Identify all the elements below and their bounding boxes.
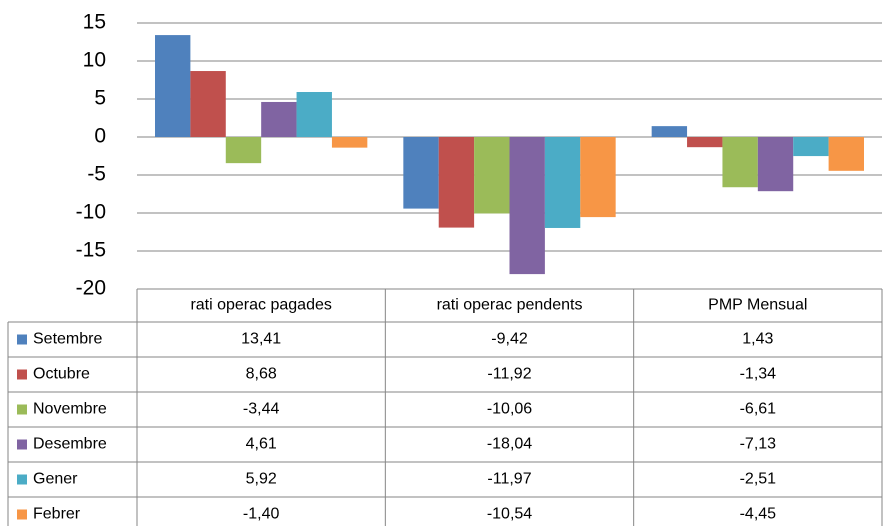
table-value: -18,04 [487, 436, 532, 453]
legend-swatch [17, 404, 27, 415]
table-value: -2,51 [740, 471, 777, 488]
table-value: 5,92 [246, 471, 277, 488]
bar [331, 137, 368, 148]
bar [403, 137, 439, 209]
y-tick-label: -5 [87, 163, 106, 186]
x-tick-label: rati operac pendents [437, 297, 583, 314]
y-tick-label: 10 [83, 49, 106, 72]
bar [474, 137, 510, 214]
bar [509, 137, 545, 275]
x-tick-label: rati operac pagades [190, 297, 331, 314]
bar [687, 137, 723, 148]
legend-swatch [17, 439, 27, 450]
table-value: 4,61 [246, 436, 277, 453]
y-tick-label: -15 [76, 239, 106, 262]
x-tick-label: PMP Mensual [708, 297, 807, 314]
bar [722, 137, 758, 188]
y-tick-label: 5 [94, 87, 106, 110]
table-value: 8,68 [246, 366, 277, 383]
bar [757, 137, 794, 192]
table-value: -10,06 [487, 401, 532, 418]
table-value: -11,92 [487, 366, 531, 383]
y-tick-label: -20 [76, 277, 106, 300]
bar [155, 35, 191, 137]
y-tick-label: 0 [94, 125, 106, 148]
y-tick-label: 15 [83, 11, 106, 34]
bar [793, 137, 829, 157]
table-value: -10,54 [487, 506, 532, 523]
legend-swatch [17, 474, 27, 485]
table-value: -4,45 [740, 506, 777, 523]
bar [261, 101, 297, 137]
legend-label: Octubre [33, 366, 90, 383]
table-value: -11,97 [487, 471, 531, 488]
table-value: -7,13 [740, 436, 777, 453]
y-tick-label: -10 [76, 201, 106, 224]
bar [190, 71, 226, 137]
table-value: 13,41 [241, 331, 281, 348]
bar [651, 126, 688, 137]
legend-swatch [17, 334, 27, 345]
table-value: 1,43 [742, 331, 773, 348]
legend-label: Desembre [33, 436, 107, 453]
legend-label: Setembre [33, 331, 102, 348]
table-value: -3,44 [243, 401, 280, 418]
table-value: -1,34 [740, 366, 777, 383]
legend-label: Novembre [33, 401, 107, 418]
table-value: -9,42 [491, 331, 528, 348]
legend-label: Febrer [33, 506, 81, 523]
bar [296, 92, 332, 137]
bar [438, 137, 475, 228]
bar [580, 137, 616, 218]
legend-swatch [17, 509, 27, 520]
bar [225, 137, 262, 164]
legend-label: Gener [33, 471, 78, 488]
table-value: -1,40 [243, 506, 280, 523]
legend-swatch [17, 369, 27, 380]
table-value: -6,61 [740, 401, 777, 418]
bar [544, 137, 581, 228]
bar [828, 137, 864, 171]
